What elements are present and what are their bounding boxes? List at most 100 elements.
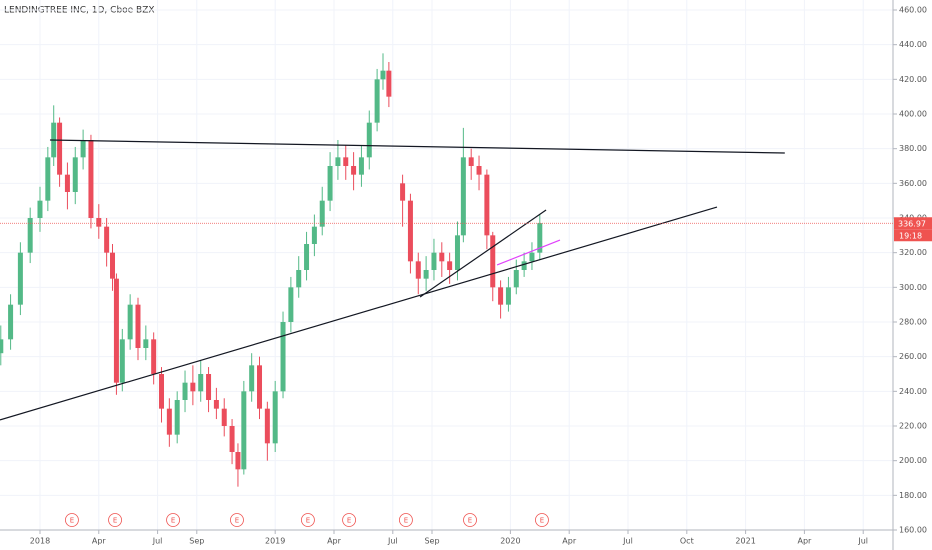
x-tick-label: Jul bbox=[387, 537, 398, 546]
countdown-label: 19:18 bbox=[899, 231, 922, 240]
y-tick-label: 220.00 bbox=[899, 422, 927, 431]
y-tick-label: 240.00 bbox=[899, 387, 927, 396]
candle-body bbox=[304, 244, 310, 271]
y-tick-label: 400.00 bbox=[899, 110, 927, 119]
y-tick-label: 180.00 bbox=[899, 491, 927, 500]
candle-body bbox=[88, 140, 94, 219]
candle-body bbox=[351, 166, 357, 175]
earnings-label: E bbox=[70, 517, 74, 525]
last-price-label: 336.97 bbox=[898, 219, 926, 228]
earnings-label: E bbox=[235, 517, 239, 525]
earnings-marker bbox=[342, 513, 356, 527]
candle-body bbox=[64, 174, 70, 193]
candle-body bbox=[454, 235, 460, 271]
candle-body bbox=[235, 452, 241, 470]
candle-body bbox=[37, 200, 43, 219]
y-tick-label: 460.00 bbox=[899, 6, 927, 15]
x-tick-label: Apr bbox=[327, 537, 342, 546]
candle-body bbox=[213, 400, 219, 409]
earnings-label: E bbox=[306, 517, 310, 525]
candle-body bbox=[431, 252, 437, 271]
candle-body bbox=[221, 408, 227, 427]
earnings-marker bbox=[301, 513, 315, 527]
candle-body bbox=[521, 261, 527, 271]
candle-body bbox=[529, 252, 535, 262]
x-tick-label: Apr bbox=[797, 537, 812, 546]
y-tick-label: 200.00 bbox=[899, 456, 927, 465]
x-tick-label: Sep bbox=[424, 537, 439, 546]
candle-body bbox=[0, 339, 4, 354]
candle-body bbox=[319, 200, 325, 227]
trend-line bbox=[496, 239, 561, 266]
candle-body bbox=[490, 235, 496, 288]
earnings-marker bbox=[535, 513, 549, 527]
earnings-label: E bbox=[171, 517, 175, 525]
earnings-marker bbox=[463, 513, 477, 527]
candle-body bbox=[407, 200, 413, 262]
earnings-label: E bbox=[113, 517, 117, 525]
candle-body bbox=[96, 218, 102, 227]
candle-body bbox=[249, 365, 255, 392]
earnings-label: E bbox=[540, 517, 544, 525]
candle-body bbox=[72, 157, 78, 193]
candle-body bbox=[447, 261, 453, 271]
x-tick-label: Jul bbox=[622, 537, 633, 546]
candle-body bbox=[113, 278, 119, 383]
earnings-marker bbox=[166, 513, 180, 527]
candle-body bbox=[241, 391, 247, 470]
candle-body bbox=[366, 122, 372, 158]
candle-body bbox=[386, 70, 392, 97]
y-tick-label: 260.00 bbox=[899, 352, 927, 361]
y-tick-label: 360.00 bbox=[899, 179, 927, 188]
x-tick-label: Jul bbox=[857, 537, 868, 546]
earnings-label: E bbox=[404, 517, 408, 525]
candle-body bbox=[143, 339, 149, 349]
earnings-marker bbox=[65, 513, 79, 527]
y-tick-label: 320.00 bbox=[899, 248, 927, 257]
candle-body bbox=[327, 166, 333, 201]
y-tick-label: 440.00 bbox=[899, 40, 927, 49]
candle-body bbox=[206, 374, 212, 401]
candle-body bbox=[374, 79, 380, 123]
candle-body bbox=[45, 157, 51, 201]
candle-body bbox=[159, 374, 165, 409]
y-tick-label: 300.00 bbox=[899, 283, 927, 292]
candle-body bbox=[104, 226, 110, 253]
x-tick-label: 2019 bbox=[265, 537, 285, 546]
earnings-marker bbox=[230, 513, 244, 527]
candle-body bbox=[311, 226, 317, 245]
x-tick-label: Apr bbox=[92, 537, 107, 546]
x-tick-label: 2020 bbox=[500, 537, 520, 546]
candle-body bbox=[335, 157, 341, 167]
candle-body bbox=[439, 252, 445, 262]
candle-body bbox=[151, 339, 157, 375]
candle-body bbox=[17, 252, 23, 305]
candle-body bbox=[174, 400, 180, 435]
candle-body bbox=[358, 157, 364, 175]
candle-body bbox=[484, 174, 490, 236]
earnings-marker bbox=[108, 513, 122, 527]
candle-body bbox=[272, 391, 278, 444]
candle-body bbox=[257, 365, 263, 409]
candle-body bbox=[468, 157, 474, 167]
x-tick-label: Jul bbox=[152, 537, 163, 546]
candle-body bbox=[166, 408, 172, 435]
candle-body bbox=[264, 408, 270, 444]
x-tick-label: Apr bbox=[562, 537, 577, 546]
candle-body bbox=[343, 157, 349, 167]
candle-body bbox=[537, 223, 543, 253]
candle-body bbox=[135, 304, 141, 349]
candle-body bbox=[498, 287, 504, 305]
x-tick-label: Sep bbox=[189, 537, 204, 546]
earnings-label: E bbox=[347, 517, 351, 525]
earnings-label: E bbox=[468, 517, 472, 525]
candle-body bbox=[190, 382, 196, 392]
y-tick-label: 380.00 bbox=[899, 144, 927, 153]
candle-body bbox=[476, 166, 482, 175]
candle-body bbox=[400, 183, 406, 201]
y-tick-label: 280.00 bbox=[899, 318, 927, 327]
earnings-marker bbox=[399, 513, 413, 527]
trend-line bbox=[49, 139, 785, 154]
x-tick-label: 2021 bbox=[735, 537, 755, 546]
